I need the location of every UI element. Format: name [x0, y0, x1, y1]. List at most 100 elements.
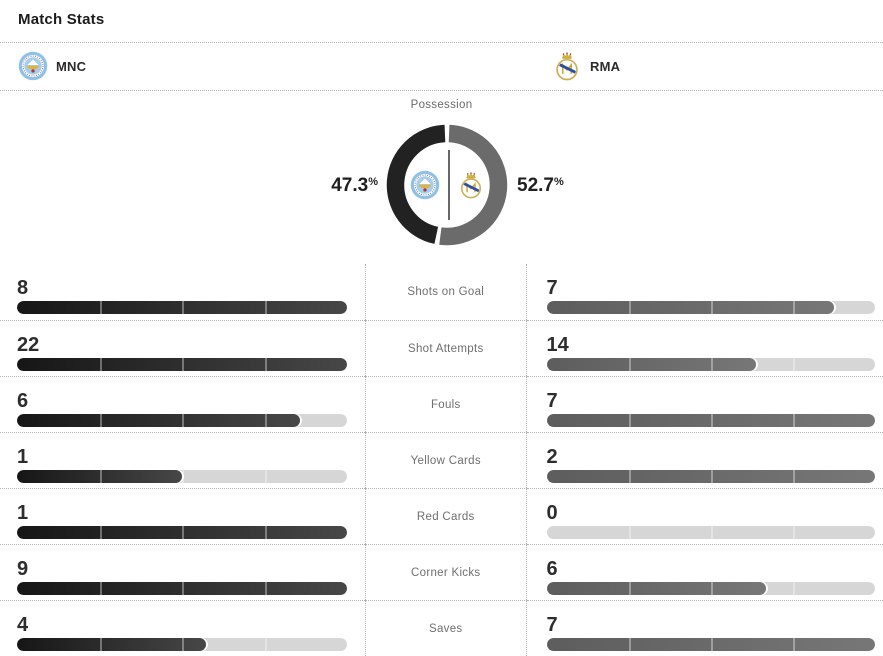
bar-segment-divider	[264, 301, 267, 314]
stat-home-value: 1	[17, 502, 29, 524]
stat-home-value: 6	[17, 390, 29, 412]
real-madrid-crest-icon	[552, 51, 582, 81]
donut-center-divider	[448, 150, 450, 220]
stat-label-cell: Yellow Cards	[365, 432, 527, 488]
home-team-abbr: MNC	[56, 58, 87, 74]
stat-home-cell: 1	[0, 488, 365, 544]
manchester-city-crest-icon	[410, 170, 440, 200]
stat-home-bar-fill	[17, 301, 347, 314]
bar-segment-divider	[182, 470, 184, 483]
bar-segment-divider	[628, 582, 631, 595]
stat-away-value: 7	[546, 277, 558, 299]
home-team-chip[interactable]: MNC	[18, 51, 86, 81]
stat-away-value: 0	[546, 502, 558, 524]
possession-donut-rings	[386, 124, 508, 246]
stat-away-bar	[546, 414, 875, 427]
stat-home-value: 22	[17, 334, 40, 356]
bar-segment-divider	[182, 638, 184, 651]
stat-away-bar-fill	[546, 582, 766, 595]
stat-away-cell: 14	[526, 320, 883, 376]
stat-away-bar-fill	[546, 638, 875, 651]
bar-segment-divider	[99, 638, 102, 651]
page-title: Match Stats	[18, 11, 105, 28]
stat-away-cell: 7	[527, 264, 883, 320]
bar-segment-divider	[710, 470, 713, 483]
stat-home-bar	[17, 638, 347, 651]
bar-segment-divider	[264, 414, 267, 427]
stat-label-cell: Saves	[365, 600, 527, 656]
stat-label: Saves	[429, 622, 463, 635]
bar-segment-divider	[628, 301, 631, 314]
stat-away-value: 2	[546, 446, 558, 468]
stat-home-bar	[17, 582, 347, 595]
bar-segment-divider	[628, 358, 631, 371]
bar-segment-divider	[792, 358, 795, 371]
stat-label-cell: Red Cards	[365, 488, 527, 544]
stat-label: Yellow Cards	[410, 454, 481, 467]
stat-label: Shot Attempts	[408, 342, 484, 355]
stat-away-value: 7	[546, 390, 558, 412]
stat-home-bar	[17, 414, 347, 427]
separator	[0, 90, 883, 91]
stat-label: Red Cards	[416, 510, 475, 523]
bar-segment-divider	[628, 638, 631, 651]
stat-label-cell: Corner Kicks	[365, 544, 527, 600]
stat-away-cell: 0	[526, 488, 883, 544]
bar-segment-divider	[182, 526, 184, 539]
bar-segment-divider	[710, 526, 713, 539]
possession-title: Possession	[410, 99, 473, 111]
separator	[0, 42, 883, 43]
bar-segment-divider	[628, 470, 631, 483]
home-possession-value: 47.3%	[331, 175, 378, 196]
stat-away-bar	[546, 470, 875, 483]
bar-segment-divider	[792, 526, 795, 539]
percent-sign: %	[553, 176, 564, 188]
bar-segment-divider	[99, 358, 102, 371]
bar-segment-divider	[264, 526, 267, 539]
stat-away-bar	[546, 526, 875, 539]
bar-segment-divider	[792, 582, 795, 595]
stat-away-cell: 2	[526, 432, 883, 488]
bar-segment-divider	[182, 582, 184, 595]
real-madrid-crest-icon	[458, 171, 484, 199]
stat-away-bar	[546, 638, 875, 651]
bar-segment-divider	[264, 358, 267, 371]
bar-segment-divider	[99, 301, 102, 314]
bar-segment-divider	[264, 582, 267, 595]
stat-away-cell: 7	[526, 600, 883, 656]
bar-segment-divider	[792, 470, 795, 483]
bar-segment-divider	[628, 526, 631, 539]
away-team-chip[interactable]: RMA	[552, 51, 620, 81]
bar-segment-divider	[710, 582, 713, 595]
stat-away-cell: 6	[526, 544, 883, 600]
bar-segment-divider	[792, 301, 795, 314]
stat-away-value: 6	[546, 558, 558, 580]
stat-home-bar-fill	[17, 526, 347, 539]
stat-away-bar-fill	[546, 470, 875, 483]
stat-home-bar-fill	[17, 414, 300, 427]
stat-home-value: 1	[17, 446, 29, 468]
stat-home-value: 9	[17, 558, 29, 580]
stat-label: Corner Kicks	[411, 566, 481, 579]
stats-comparison-table: 8 Shots on Goal 7 22 Shot Attempts	[0, 264, 883, 656]
bar-segment-divider	[264, 470, 267, 483]
stat-home-bar-fill	[17, 582, 347, 595]
stat-label-cell: Fouls	[365, 376, 527, 432]
bar-segment-divider	[264, 638, 267, 651]
stat-away-bar	[546, 582, 875, 595]
stat-away-cell: 7	[526, 376, 883, 432]
stat-home-cell: 6	[0, 376, 365, 432]
bar-segment-divider	[99, 470, 102, 483]
bar-segment-divider	[99, 526, 102, 539]
stat-label-cell: Shot Attempts	[365, 320, 527, 376]
bar-segment-divider	[182, 414, 184, 427]
stat-away-bar-fill	[546, 414, 875, 427]
stat-label: Fouls	[430, 398, 461, 411]
stat-away-bar	[546, 358, 875, 371]
possession-donut-chart	[385, 123, 509, 247]
stat-home-cell: 1	[0, 432, 365, 488]
stat-home-bar	[17, 526, 347, 539]
stat-label: Shots on Goal	[407, 286, 485, 298]
stat-away-bar-fill	[546, 301, 834, 314]
